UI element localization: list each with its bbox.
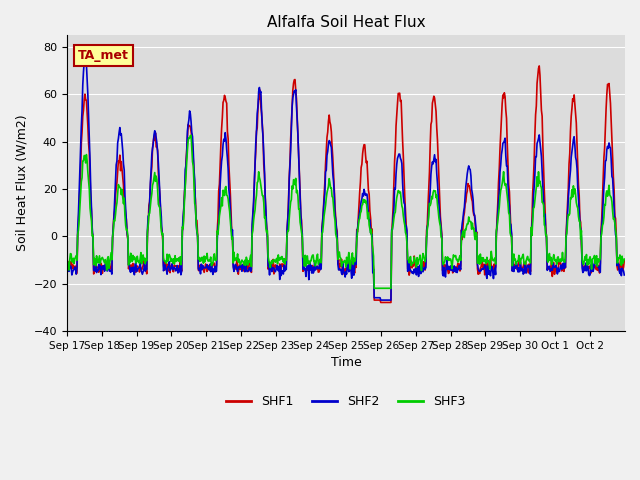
- SHF1: [259, 121, 266, 127]
- SHF2: [81, 59, 88, 65]
- SHF2: [377, 297, 385, 303]
- Title: Alfalfa Soil Heat Flux: Alfalfa Soil Heat Flux: [267, 15, 425, 30]
- SHF2: [436, 213, 444, 218]
- SHF3: [188, 132, 195, 138]
- Line: SHF1: SHF1: [67, 66, 624, 302]
- SHF2: [620, 272, 628, 278]
- SHF3: [436, 220, 444, 226]
- SHF1: [129, 264, 136, 270]
- Line: SHF2: SHF2: [67, 62, 624, 300]
- SHF2: [404, 264, 412, 270]
- SHF1: [280, 261, 287, 267]
- SHF1: [63, 263, 70, 268]
- SHF1: [404, 266, 412, 272]
- Legend: SHF1, SHF2, SHF3: SHF1, SHF2, SHF3: [221, 390, 470, 413]
- SHF3: [63, 255, 70, 261]
- SHF3: [259, 193, 267, 199]
- SHF3: [129, 259, 136, 264]
- Text: TA_met: TA_met: [78, 49, 129, 62]
- Y-axis label: Soil Heat Flux (W/m2): Soil Heat Flux (W/m2): [15, 115, 28, 252]
- SHF3: [280, 256, 288, 262]
- SHF1: [377, 300, 385, 305]
- X-axis label: Time: Time: [330, 356, 361, 369]
- SHF2: [129, 264, 137, 270]
- SHF3: [371, 286, 378, 291]
- SHF2: [259, 134, 267, 140]
- Line: SHF3: SHF3: [67, 135, 624, 288]
- SHF3: [232, 257, 239, 263]
- SHF3: [620, 256, 628, 262]
- SHF3: [404, 257, 412, 263]
- SHF1: [536, 63, 543, 69]
- SHF1: [620, 258, 628, 264]
- SHF2: [280, 263, 288, 268]
- SHF1: [435, 177, 443, 182]
- SHF2: [63, 269, 70, 275]
- SHF1: [231, 264, 239, 269]
- SHF2: [232, 262, 239, 267]
